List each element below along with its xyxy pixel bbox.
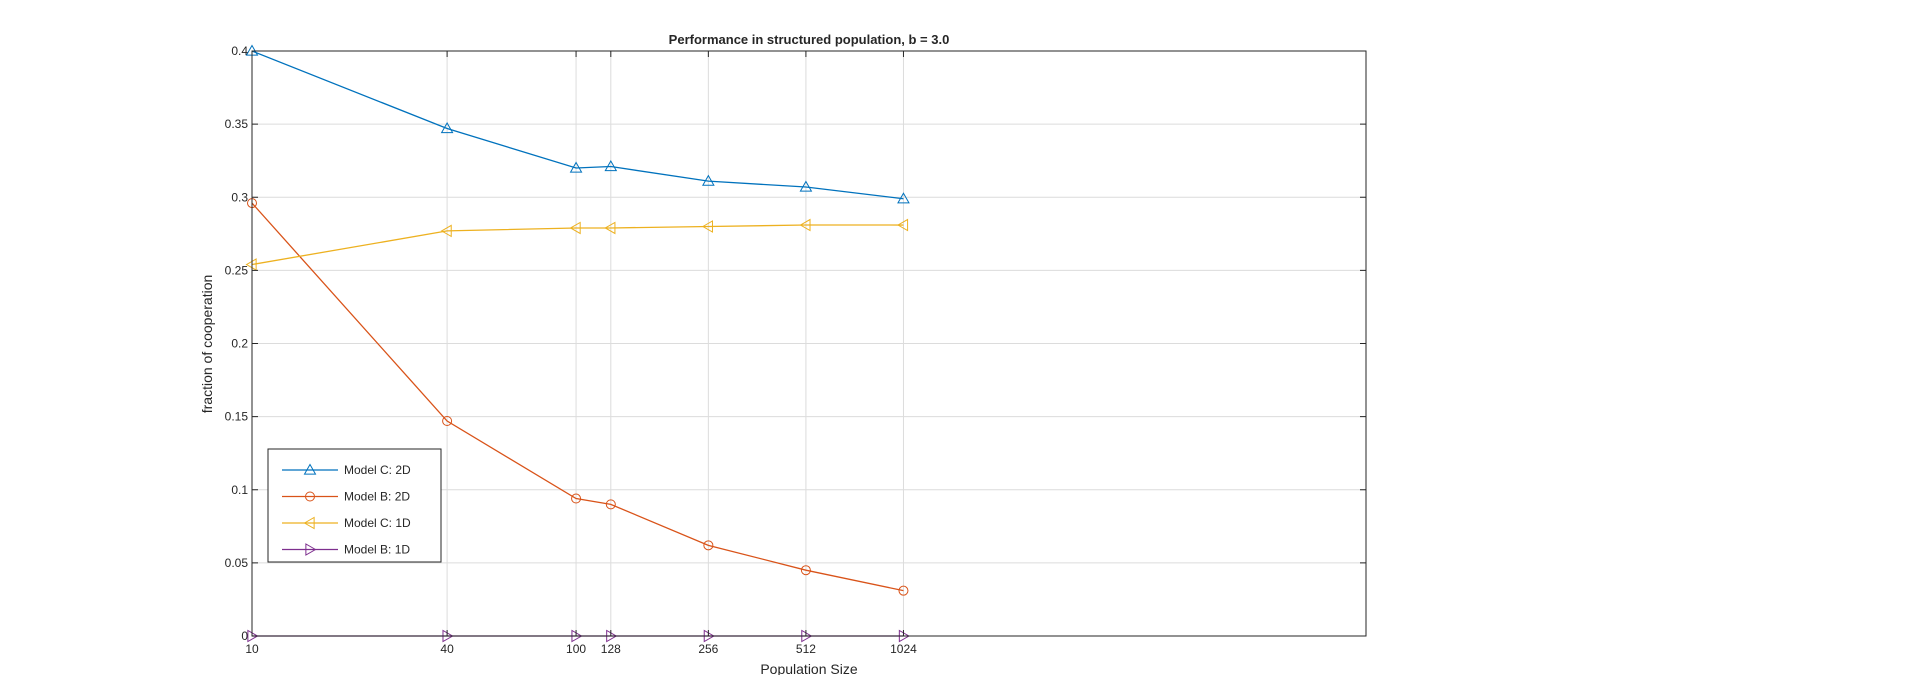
legend-marker [303, 463, 317, 475]
series-line [251, 202, 904, 592]
data-point-marker [442, 416, 453, 427]
legend-marker [305, 491, 315, 502]
data-point-marker [571, 493, 582, 504]
data-point-marker [604, 221, 616, 235]
x-tick-label: 128 [601, 642, 621, 656]
y-tick-label: 0.1 [231, 483, 248, 497]
y-tick-label: 0.35 [225, 117, 249, 131]
x-tick-label: 100 [566, 642, 586, 656]
y-tick-label: 0.15 [225, 410, 249, 424]
legend-label: Model C: 1D [344, 516, 411, 530]
data-point-marker [701, 220, 713, 233]
data-point-marker [569, 221, 581, 235]
y-tick-label: 0.05 [225, 556, 249, 570]
y-tick-labels: 0 0.05 0.1 0.15 0.2 0.25 0.3 0.35 0.4 [225, 44, 249, 643]
y-axis-label: fraction of cooperation [199, 275, 215, 414]
x-tick-label: 512 [796, 642, 816, 656]
legend-box [267, 448, 442, 563]
series-1 [247, 198, 909, 596]
data-point-marker [897, 192, 910, 204]
legend-entry: Model C: 2D [282, 463, 411, 477]
y-tick-label: 0.3 [231, 190, 248, 204]
y-tick-label: 0.2 [231, 337, 248, 351]
series-0 [245, 44, 910, 204]
data-point-marker [247, 629, 259, 643]
legend-entry: Model B: 2D [282, 490, 410, 504]
y-tick-label: 0 [241, 629, 248, 643]
data-point-marker [440, 224, 452, 238]
data-point-marker [896, 218, 909, 232]
series-2 [245, 218, 909, 271]
data-point-marker [898, 585, 909, 596]
data-point-marker [604, 160, 618, 172]
data-point-marker [605, 499, 616, 510]
legend-label: Model C: 2D [344, 463, 411, 477]
data-point-marker [440, 122, 454, 134]
data-point-marker [701, 174, 715, 186]
series-line [251, 50, 904, 200]
data-point-marker [245, 258, 257, 271]
data-point-marker [799, 180, 813, 192]
legend-entry: Model C: 1D [282, 516, 411, 530]
data-point-marker [703, 540, 714, 551]
chart-title: Performance in structured population, b … [669, 32, 950, 47]
legend-label: Model B: 1D [344, 543, 410, 557]
y-tick-label: 0.25 [225, 263, 249, 277]
x-tick-label: 1024 [890, 642, 917, 656]
legend: Model C: 2D Model B: 2D Model C: 1D Model B… [267, 448, 442, 563]
x-axis-label: Population Size [760, 661, 858, 675]
data-point-marker [569, 161, 583, 173]
legend-marker [303, 516, 315, 530]
x-tick-label: 40 [440, 642, 454, 656]
series-line [251, 224, 904, 266]
legend-marker [305, 543, 317, 556]
tick-marks [251, 50, 1366, 637]
data-point-marker [799, 218, 811, 232]
data-point-marker [800, 565, 811, 576]
legend-label: Model B: 2D [344, 490, 410, 504]
x-tick-label: 256 [698, 642, 718, 656]
x-tick-label: 10 [245, 642, 259, 656]
y-tick-label: 0.4 [231, 44, 248, 58]
x-tick-labels: 10 40 100 128 256 512 1024 [245, 642, 917, 656]
legend-entry: Model B: 1D [282, 543, 410, 557]
